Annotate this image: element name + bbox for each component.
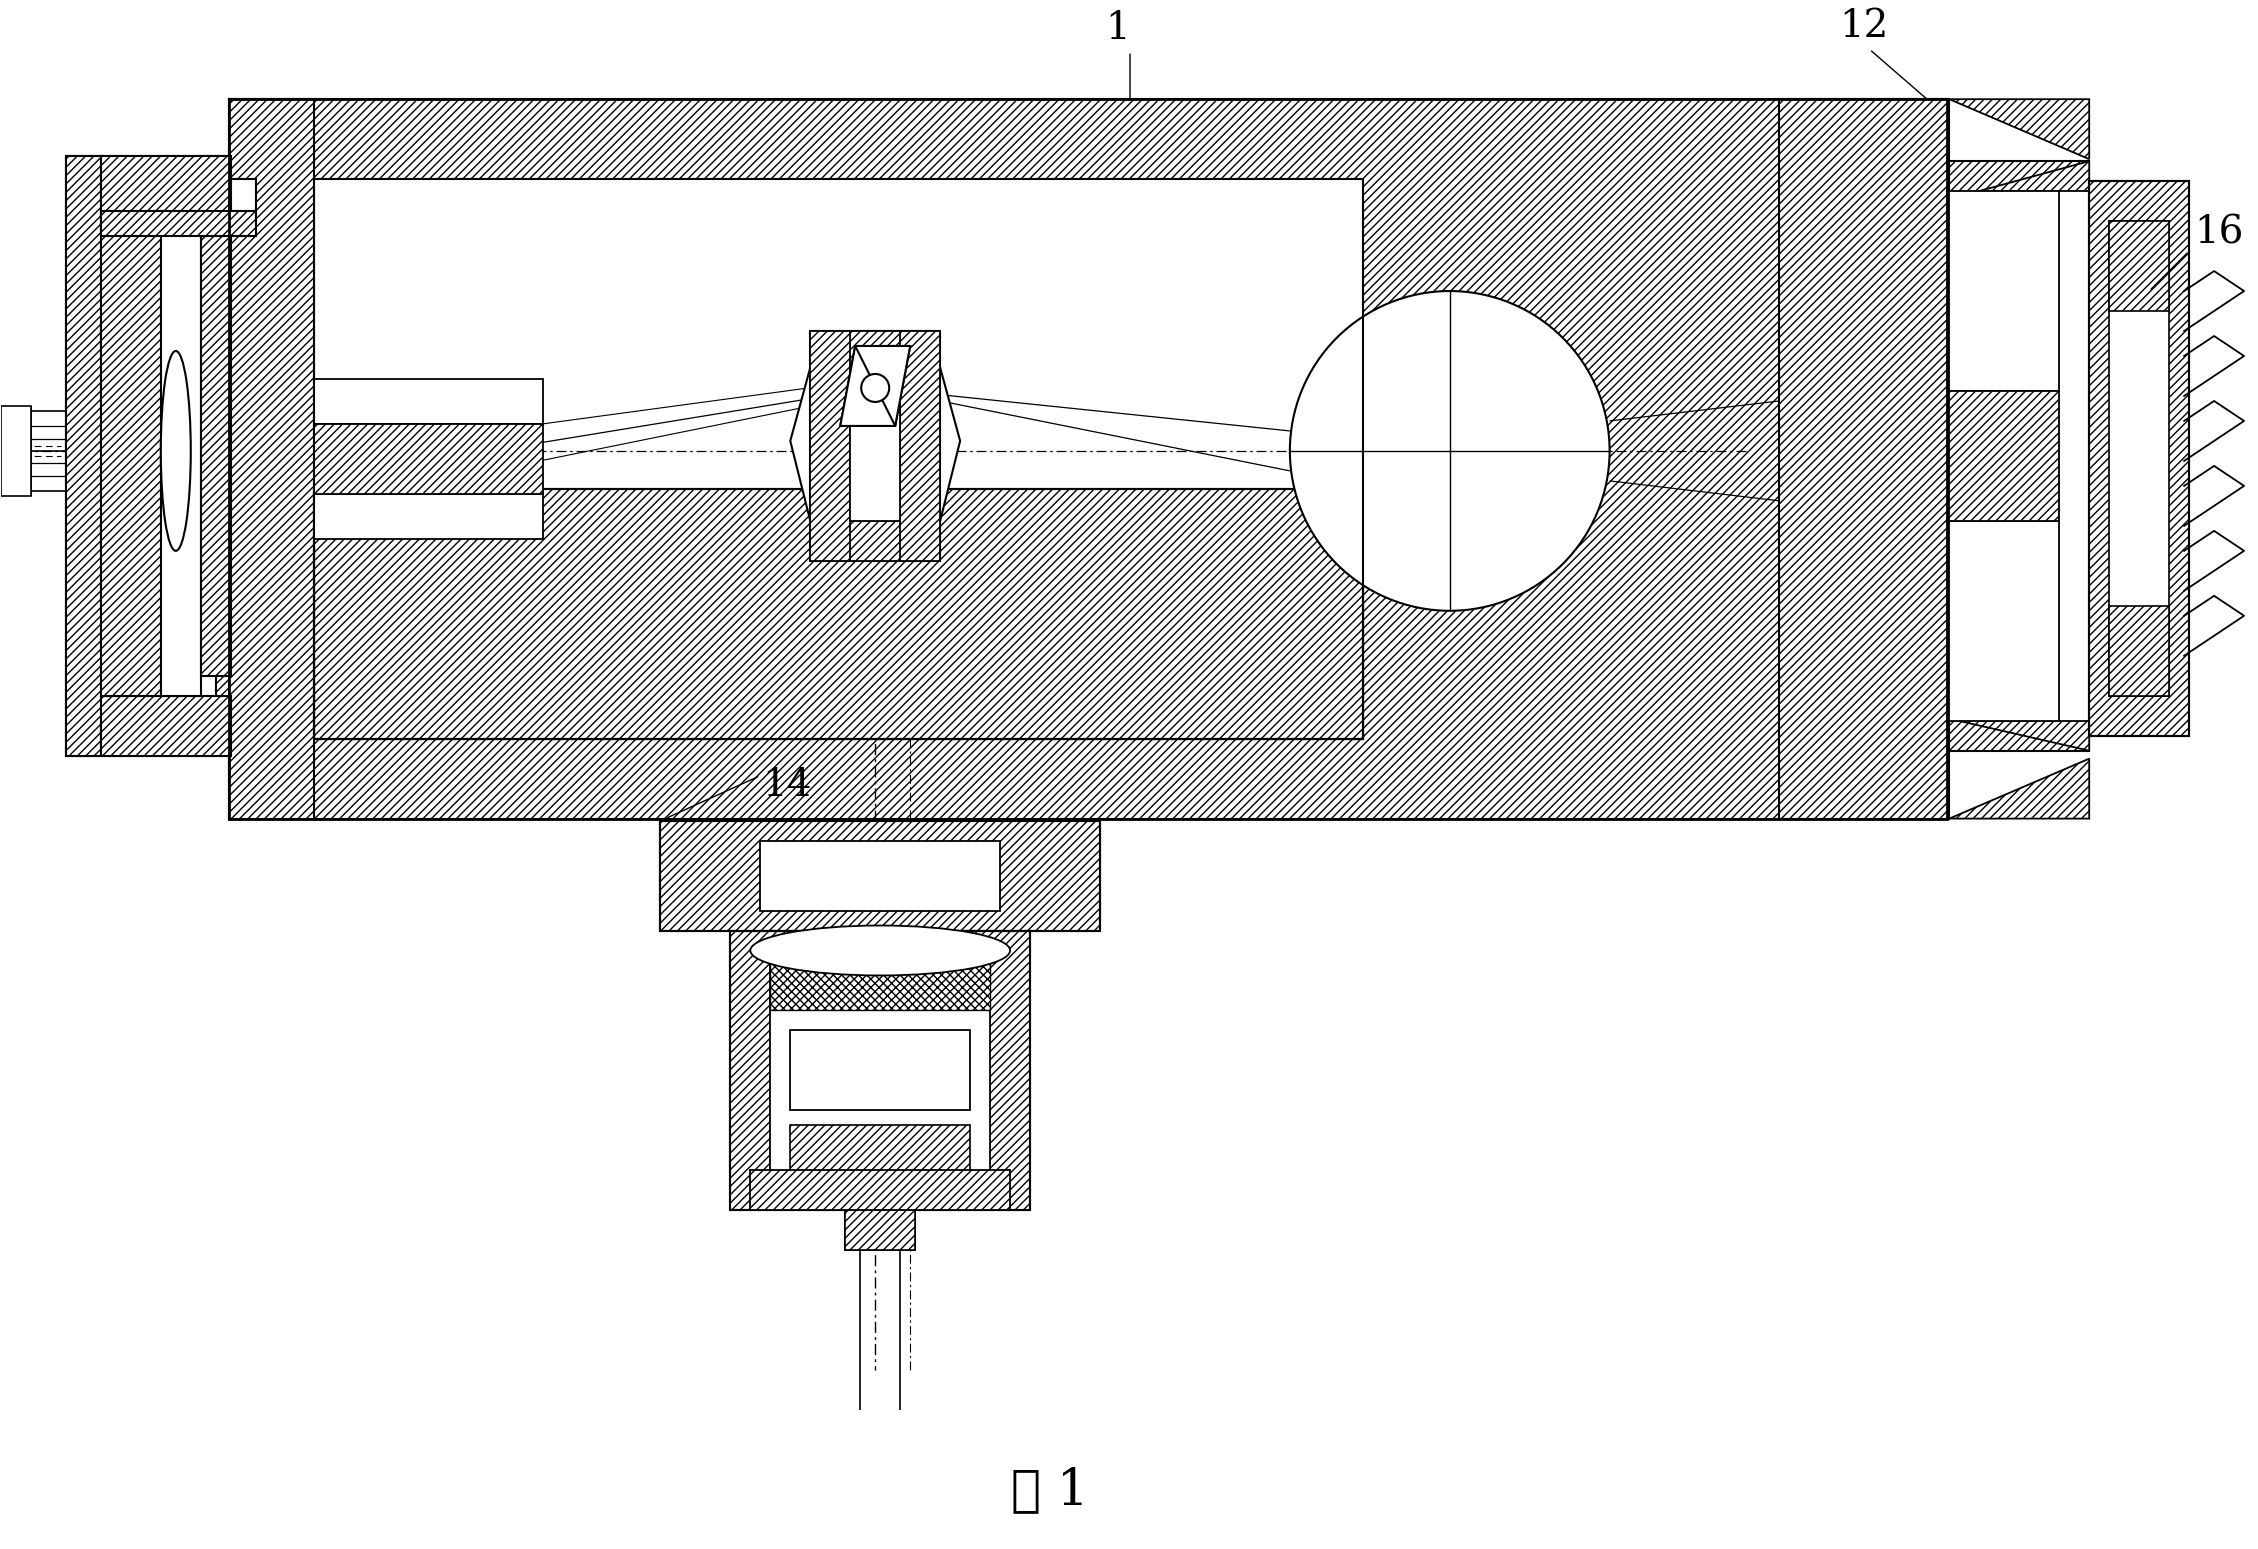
Bar [314, 180, 1364, 739]
Bar [770, 951, 989, 1010]
Bar [160, 211, 201, 696]
Circle shape [860, 373, 890, 401]
Bar [2089, 181, 2188, 736]
Bar [2089, 181, 2188, 736]
Bar [1949, 390, 2059, 520]
Ellipse shape [750, 925, 1009, 976]
Polygon shape [840, 345, 910, 426]
Bar [729, 931, 1030, 1210]
Bar [761, 841, 1000, 911]
Bar [65, 156, 102, 756]
Bar [790, 1030, 971, 1111]
Bar [811, 520, 939, 561]
Polygon shape [102, 180, 255, 211]
Text: 1: 1 [1104, 11, 1129, 48]
Bar [659, 821, 1100, 931]
Polygon shape [790, 331, 960, 561]
Bar [314, 489, 1364, 739]
Bar [2109, 222, 2170, 696]
Bar [790, 1126, 971, 1190]
Bar [1949, 520, 2059, 720]
Bar [314, 489, 1364, 739]
Bar [770, 951, 989, 1190]
Text: 16: 16 [2195, 214, 2244, 251]
Bar [901, 331, 939, 561]
Bar [0, 406, 32, 496]
Bar [201, 235, 230, 675]
Ellipse shape [160, 352, 190, 551]
Bar [102, 156, 230, 217]
Bar [228, 99, 1946, 818]
Bar [1980, 191, 2089, 720]
Bar [228, 99, 314, 818]
Text: 14: 14 [763, 767, 813, 804]
Bar [2109, 222, 2170, 311]
Bar [102, 211, 160, 696]
Bar [811, 331, 851, 561]
Bar [1949, 191, 2059, 390]
Bar [750, 1171, 1009, 1210]
Bar [659, 821, 1100, 931]
Bar [811, 331, 939, 561]
Bar [314, 180, 1364, 489]
Bar [1949, 161, 2089, 751]
Bar [851, 370, 901, 520]
Bar [844, 1210, 914, 1250]
Polygon shape [840, 345, 910, 426]
Bar [314, 180, 544, 739]
Circle shape [1289, 291, 1610, 610]
Bar [314, 180, 1364, 739]
Bar [811, 331, 939, 370]
Bar [314, 424, 544, 494]
Polygon shape [1949, 99, 2089, 160]
Bar [228, 99, 1946, 818]
Text: 12: 12 [1840, 8, 1888, 45]
Bar [102, 696, 230, 756]
Bar [102, 191, 217, 720]
Bar [2109, 606, 2170, 696]
Polygon shape [1949, 161, 2089, 751]
Text: 图 1: 图 1 [1012, 1465, 1088, 1515]
Bar [314, 494, 544, 539]
Polygon shape [1949, 759, 2089, 818]
Bar [314, 380, 544, 424]
Bar [1779, 99, 1949, 818]
Bar [65, 156, 230, 756]
Bar [844, 1210, 914, 1250]
Bar [102, 211, 255, 235]
Bar [729, 931, 1030, 1210]
